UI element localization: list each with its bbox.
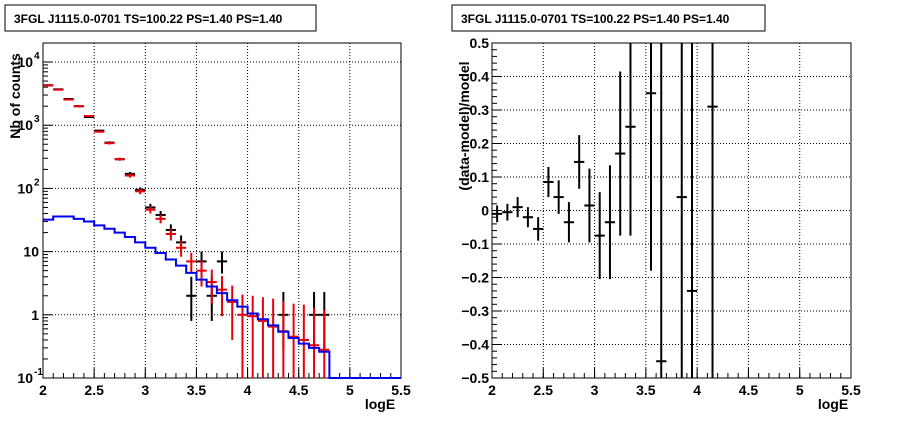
counts-grid xyxy=(43,43,401,378)
y-tick-label: 0.2 xyxy=(470,136,490,152)
x-tick-label: 4 xyxy=(693,382,701,398)
y-tick-exponent: 2 xyxy=(34,177,40,188)
x-tick-label: 5 xyxy=(796,382,804,398)
x-tick-label: 2 xyxy=(488,382,496,398)
x-tick-label: 5.5 xyxy=(841,382,861,398)
counts-plot-frame xyxy=(42,42,402,379)
y-tick-label: 0.1 xyxy=(470,169,490,185)
y-tick-label: 0.3 xyxy=(470,102,490,118)
y-tick-label: 10 xyxy=(17,54,33,70)
y-tick-label: 10 xyxy=(23,244,39,260)
residual-x-axis-label: logE xyxy=(818,396,848,412)
residual-grid xyxy=(492,43,851,378)
x-tick-label: 2.5 xyxy=(84,382,104,398)
residual-y-ticks: −0.5 −0.4 −0.3 −0.2 −0.1 0 0.1 0.2 0.3 0.4 0.5 xyxy=(461,35,502,386)
x-tick-label: 3.5 xyxy=(636,382,656,398)
residual-panel: 2 2.5 3 3.5 4 4.5 5 5.5 −0.5 −0.4 −0.3 −0.2 −0.1 0 0.… xyxy=(451,4,861,412)
component-model-line xyxy=(43,215,401,379)
y-tick-exponent: 3 xyxy=(34,114,40,125)
y-tick-label: 0 xyxy=(481,203,489,219)
counts-x-ticks: 2 2.5 3 3.5 4 4.5 5 5.5 xyxy=(39,368,411,398)
x-tick-label: 4.5 xyxy=(289,382,309,398)
residual-title: 3FGL J1115.0-0701 TS=100.22 PS=1.40 PS=1… xyxy=(461,12,730,26)
x-tick-label: 3 xyxy=(141,382,149,398)
y-tick-label: −0.3 xyxy=(461,303,489,319)
x-tick-label: 4 xyxy=(244,382,252,398)
y-tick-label: 10 xyxy=(17,370,33,386)
x-tick-label: 5.5 xyxy=(391,382,411,398)
residual-plot-frame xyxy=(491,42,852,379)
y-tick-label: 0.4 xyxy=(470,69,490,85)
x-tick-label: 3.5 xyxy=(187,382,207,398)
x-tick-label: 4.5 xyxy=(739,382,759,398)
y-tick-label: −0.2 xyxy=(461,270,489,286)
x-tick-label: 2 xyxy=(39,382,47,398)
residual-x-ticks: 2 2.5 3 3.5 4 4.5 5 5.5 xyxy=(488,368,861,398)
counts-y-axis-label: Nb of counts xyxy=(7,53,23,139)
residual-series xyxy=(492,43,718,378)
y-tick-label: 0.5 xyxy=(470,35,490,51)
y-tick-exponent: -1 xyxy=(34,367,43,378)
counts-title: 3FGL J1115.0-0701 TS=100.22 PS=1.40 PS=1… xyxy=(14,12,283,26)
y-tick-label: 1 xyxy=(31,307,39,323)
residual-y-axis-label: (data-model)/model xyxy=(456,61,472,190)
counts-x-axis-label: logE xyxy=(365,396,395,412)
y-tick-label: −0.5 xyxy=(461,370,489,386)
y-tick-label: 10 xyxy=(17,180,33,196)
counts-title-box xyxy=(4,4,317,32)
counts-series xyxy=(43,84,401,379)
x-tick-label: 5 xyxy=(346,382,354,398)
x-tick-label: 3 xyxy=(591,382,599,398)
y-tick-label: −0.1 xyxy=(461,236,489,252)
residual-title-box xyxy=(451,4,766,32)
y-tick-exponent: 4 xyxy=(34,51,40,62)
x-tick-label: 2.5 xyxy=(534,382,554,398)
y-tick-label: −0.4 xyxy=(461,337,489,353)
y-tick-label: 10 xyxy=(17,117,33,133)
